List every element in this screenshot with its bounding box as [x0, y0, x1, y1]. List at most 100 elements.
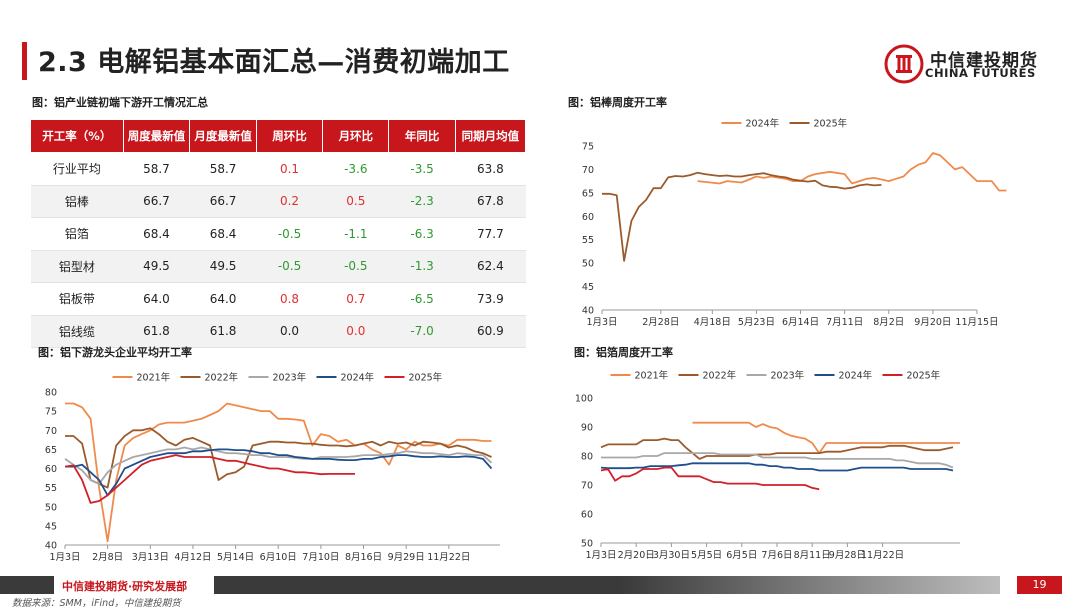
table-cell: 49.5	[189, 250, 257, 283]
table-cell: 73.9	[455, 282, 526, 316]
table-cell: 0.8	[256, 282, 323, 316]
table-cell: 0.7	[322, 282, 389, 316]
table-cell: 行业平均	[30, 152, 124, 186]
table-header-cell: 开工率（%）	[30, 119, 124, 153]
footer-bar	[0, 576, 1000, 594]
x-tick-label: 11月15日	[955, 317, 998, 328]
leader-utilization-chart: 40 45 50 55 60 65 70 75 80 1月3日 2月8日 3月13日 4月12日 5月14…	[45, 372, 500, 563]
y-tick-label: 70	[45, 426, 57, 437]
y-tick-label: 80	[581, 452, 593, 463]
legend-label: 2024年	[746, 118, 780, 130]
table-cell: -0.5	[256, 250, 323, 283]
y-tick-label: 40	[582, 306, 594, 317]
y-tick-label: 100	[575, 394, 593, 405]
table-cell: -7.0	[388, 315, 456, 348]
table-row: 铝线缆 61.8 61.8 0.0 0.0 -7.0 60.9	[30, 315, 526, 348]
x-tick-label: 2月28日	[642, 317, 679, 328]
x-tick-label: 9月29日	[388, 552, 425, 563]
y-tick-label: 90	[581, 423, 593, 434]
series-line-2025年	[602, 171, 882, 262]
table-header-row: 开工率（%） 周度最新值 月度最新值 周环比 月环比 年同比 同期月均值	[30, 119, 527, 153]
legend-label: 2022年	[703, 370, 737, 382]
table-cell: 77.7	[455, 217, 526, 251]
y-tick-label: 60	[581, 510, 593, 521]
series-line-2023年	[601, 452, 954, 469]
y-tick-label: 80	[45, 388, 57, 399]
x-tick-label: 9月28日	[829, 550, 866, 561]
x-tick-label: 7月11日	[826, 317, 863, 328]
table-cell: -6.3	[388, 217, 456, 251]
table-cell: 60.9	[455, 315, 526, 348]
table-cell: 49.5	[123, 250, 190, 283]
table-header-cell: 同期月均值	[454, 119, 527, 153]
table-cell: 铝棒	[30, 185, 124, 218]
x-tick-label: 4月18日	[694, 317, 731, 328]
table-cell: -6.5	[388, 282, 456, 316]
x-tick-label: 9月20日	[914, 317, 951, 328]
table-header-cell: 月环比	[322, 119, 390, 153]
table-header-cell: 周环比	[255, 119, 324, 153]
table-cell: 62.4	[455, 250, 526, 283]
logo-text-en: CHINA FUTURES	[925, 66, 1036, 80]
title-accent-bar	[22, 42, 27, 80]
table-cell: -0.5	[256, 217, 323, 251]
x-tick-label: 11月22日	[861, 550, 904, 561]
y-tick-label: 60	[582, 212, 594, 223]
table-cell: 0.0	[322, 315, 389, 348]
legend-label: 2024年	[341, 372, 375, 384]
x-tick-label: 5月23日	[738, 317, 775, 328]
table-cell: 66.7	[123, 185, 190, 218]
series-line-2022年	[600, 437, 954, 460]
x-tick-label: 8月16日	[345, 552, 382, 563]
data-source: 数据来源：SMM，iFind，中信建投期货	[12, 598, 181, 609]
table-row: 行业平均 58.7 58.7 0.1 -3.6 -3.5 63.8	[30, 152, 526, 186]
series-line-2025年	[64, 454, 355, 504]
table-cell: -1.1	[322, 217, 389, 251]
x-tick-label: 7月10日	[302, 552, 339, 563]
table-cell: 铝板带	[30, 282, 124, 316]
rod-chart-caption: 图：铝棒周度开工率	[568, 96, 667, 109]
y-tick-label: 70	[581, 481, 593, 492]
table-cell: 64.0	[189, 282, 257, 316]
y-tick-label: 65	[45, 445, 57, 456]
table-cell: 0.1	[256, 152, 323, 186]
table-cell: 0.5	[322, 185, 389, 218]
series-line-2024年	[697, 152, 1007, 192]
table-cell: -3.5	[388, 152, 456, 186]
legend-label: 2024年	[839, 370, 873, 382]
y-tick-label: 60	[45, 464, 57, 475]
y-tick-label: 50	[582, 259, 594, 270]
x-tick-label: 3月13日	[132, 552, 169, 563]
table-row: 铝箔 68.4 68.4 -0.5 -1.1 -6.3 77.7	[30, 217, 526, 251]
company-logo-icon	[884, 44, 924, 84]
page-number: 19	[1017, 576, 1062, 594]
foil-chart-caption: 图：铝箔周度开工率	[574, 346, 673, 359]
series-line-2023年	[64, 446, 493, 485]
table-row: 铝型材 49.5 49.5 -0.5 -0.5 -1.3 62.4	[30, 250, 526, 283]
table-row: 铝棒 66.7 66.7 0.2 0.5 -2.3 67.8	[30, 185, 526, 218]
table-row: 铝板带 64.0 64.0 0.8 0.7 -6.5 73.9	[30, 282, 526, 316]
y-tick-label: 50	[581, 539, 593, 550]
table-cell: 61.8	[123, 315, 190, 348]
y-tick-label: 75	[582, 142, 594, 153]
series-line-2022年	[65, 427, 492, 489]
legend-label: 2021年	[137, 372, 171, 384]
y-tick-label: 55	[45, 483, 57, 494]
table-cell: 铝箔	[30, 217, 124, 251]
x-tick-label: 7月6日	[761, 550, 792, 561]
table-cell: 铝型材	[30, 250, 124, 283]
table-cell: 66.7	[189, 185, 257, 218]
legend-label: 2021年	[635, 370, 669, 382]
series-line-2021年	[692, 421, 960, 454]
table-cell: 68.4	[189, 217, 257, 251]
legend-label: 2023年	[273, 372, 307, 384]
x-tick-label: 2月8日	[92, 552, 123, 563]
table-body: 行业平均 58.7 58.7 0.1 -3.6 -3.5 63.8 铝棒 66.7 66.7 0.2…	[30, 152, 526, 348]
x-tick-label: 2月20日	[618, 550, 655, 561]
rod-utilization-chart: 40 45 50 55 60 65 70 75 1月3日 2月28日 4月18日 5月23日 6月14日…	[582, 118, 1007, 328]
y-tick-label: 55	[582, 235, 594, 246]
table-caption: 图：铝产业链初端下游开工情况汇总	[32, 96, 208, 109]
series-line-2021年	[65, 402, 492, 543]
table-header-cell: 年同比	[388, 119, 456, 153]
